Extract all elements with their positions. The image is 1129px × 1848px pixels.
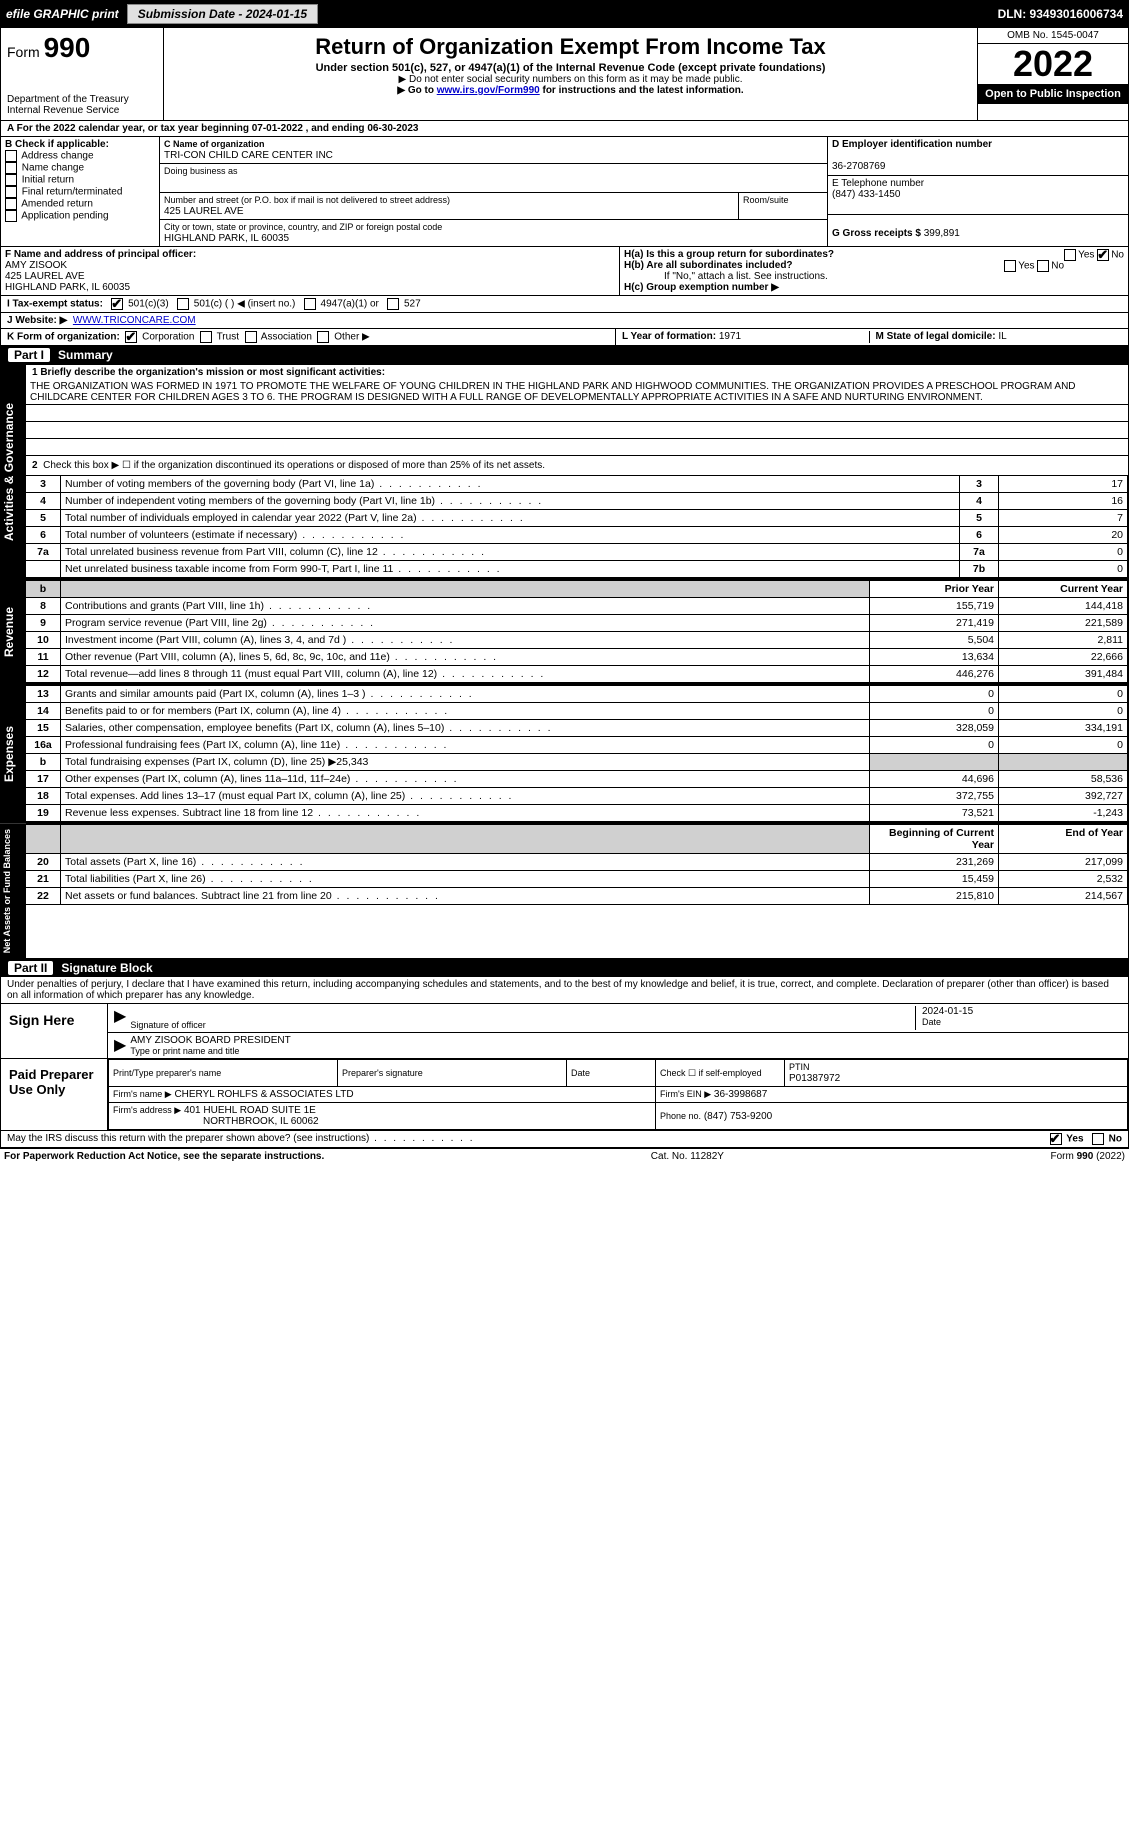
form-title: Return of Organization Exempt From Incom… — [168, 34, 973, 60]
cb-501c3[interactable] — [111, 298, 123, 310]
open-inspection: Open to Public Inspection — [978, 84, 1128, 104]
gov-table: 3Number of voting members of the governi… — [26, 475, 1128, 578]
ha-yes[interactable] — [1064, 249, 1076, 261]
expenses-table: 13Grants and similar amounts paid (Part … — [26, 685, 1128, 822]
sign-date: 2024-01-15 — [922, 1006, 1122, 1017]
website-link[interactable]: WWW.TRICONCARE.COM — [73, 315, 196, 326]
checkbox-address-change[interactable] — [5, 150, 17, 162]
form-number: Form 990 — [7, 32, 157, 64]
firm-addr1: 401 HUEHL ROAD SUITE 1E — [184, 1105, 316, 1116]
checkbox-initial-return[interactable] — [5, 174, 17, 186]
dln-label: DLN: 93493016006734 — [998, 7, 1123, 21]
discuss-row: May the IRS discuss this return with the… — [0, 1131, 1129, 1148]
checkbox-final-return[interactable] — [5, 186, 17, 198]
discuss-no[interactable] — [1092, 1133, 1104, 1145]
street-address: 425 LAUREL AVE — [164, 206, 244, 217]
cb-corp[interactable] — [125, 331, 137, 343]
block-b: B Check if applicable: Address change Na… — [1, 137, 160, 246]
penalty-text: Under penalties of perjury, I declare th… — [0, 977, 1129, 1004]
omb-number: OMB No. 1545-0047 — [978, 28, 1128, 44]
form-subtitle: Under section 501(c), 527, or 4947(a)(1)… — [168, 62, 973, 74]
part2-bar: Part II Signature Block — [0, 959, 1129, 977]
cb-other[interactable] — [317, 331, 329, 343]
firm-ein: 36-3998687 — [714, 1089, 767, 1100]
city-state-zip: HIGHLAND PARK, IL 60035 — [164, 233, 289, 244]
part1-bar: Part I Summary — [0, 346, 1129, 364]
governance-section: Activities & Governance 1 Briefly descri… — [0, 364, 1129, 579]
cb-trust[interactable] — [200, 331, 212, 343]
sign-block: Sign Here ▶ Signature of officer 2024-01… — [0, 1004, 1129, 1059]
revenue-table: bPrior YearCurrent Year 8Contributions a… — [26, 580, 1128, 683]
hb-no[interactable] — [1037, 260, 1049, 272]
irs-link[interactable]: www.irs.gov/Form990 — [437, 85, 540, 96]
form-footer: Form 990 (2022) — [1051, 1151, 1126, 1162]
sign-arrow-icon: ▶ — [114, 1006, 126, 1030]
efile-label: efile GRAPHIC print — [6, 7, 119, 21]
phone: (847) 433-1450 — [832, 189, 900, 200]
firm-name: CHERYL ROHLFS & ASSOCIATES LTD — [174, 1089, 353, 1100]
netassets-section: Net Assets or Fund Balances Beginning of… — [0, 823, 1129, 959]
org-name: TRI-CON CHILD CARE CENTER INC — [164, 150, 333, 161]
officer-print-name: AMY ZISOOK BOARD PRESIDENT — [130, 1035, 1122, 1046]
ptin: P01387972 — [789, 1073, 840, 1084]
officer-name: AMY ZISOOK — [5, 260, 67, 271]
footer: For Paperwork Reduction Act Notice, see … — [0, 1148, 1129, 1164]
tax-year: 2022 — [978, 44, 1128, 84]
entity-block: B Check if applicable: Address change Na… — [0, 137, 1129, 247]
tax-period: A For the 2022 calendar year, or tax yea… — [0, 121, 1129, 137]
gross-receipts: 399,891 — [924, 228, 960, 239]
cb-527[interactable] — [387, 298, 399, 310]
irs-label: Internal Revenue Service — [7, 105, 157, 116]
sign-arrow-icon-2: ▶ — [114, 1035, 126, 1056]
officer-block: F Name and address of principal officer:… — [0, 247, 1129, 296]
revenue-section: Revenue bPrior YearCurrent Year 8Contrib… — [0, 579, 1129, 684]
netassets-table: Beginning of Current YearEnd of Year 20T… — [26, 824, 1128, 905]
cb-assoc[interactable] — [245, 331, 257, 343]
year-formation: 1971 — [719, 331, 741, 342]
efile-topbar: efile GRAPHIC print Submission Date - 20… — [0, 0, 1129, 28]
mission-text: THE ORGANIZATION WAS FORMED IN 1971 TO P… — [26, 380, 1128, 405]
goto-note: ▶ Go to www.irs.gov/Form990 for instruct… — [168, 85, 973, 96]
cb-501c[interactable] — [177, 298, 189, 310]
hb-yes[interactable] — [1004, 260, 1016, 272]
firm-addr2: NORTHBROOK, IL 60062 — [203, 1116, 319, 1127]
form-header: Form 990 Department of the Treasury Inte… — [0, 28, 1129, 121]
checkbox-amended[interactable] — [5, 198, 17, 210]
ha-no[interactable] — [1097, 249, 1109, 261]
checkbox-app-pending[interactable] — [5, 210, 17, 222]
firm-phone: (847) 753-9200 — [704, 1111, 772, 1122]
tax-exempt-row: I Tax-exempt status: 501(c)(3) 501(c) ( … — [0, 296, 1129, 313]
state-domicile: IL — [998, 331, 1006, 342]
cb-4947[interactable] — [304, 298, 316, 310]
ein: 36-2708769 — [832, 161, 885, 172]
checkbox-name-change[interactable] — [5, 162, 17, 174]
form-org-row: K Form of organization: Corporation Trus… — [0, 329, 1129, 346]
discuss-yes[interactable] — [1050, 1133, 1062, 1145]
expenses-section: Expenses 13Grants and similar amounts pa… — [0, 684, 1129, 823]
dept-treasury: Department of the Treasury — [7, 94, 157, 105]
ssn-note: ▶ Do not enter social security numbers o… — [168, 74, 973, 85]
preparer-block: Paid Preparer Use Only Print/Type prepar… — [0, 1059, 1129, 1131]
website-row: J Website: ▶ WWW.TRICONCARE.COM — [0, 313, 1129, 329]
submission-date-button[interactable]: Submission Date - 2024-01-15 — [127, 4, 318, 24]
